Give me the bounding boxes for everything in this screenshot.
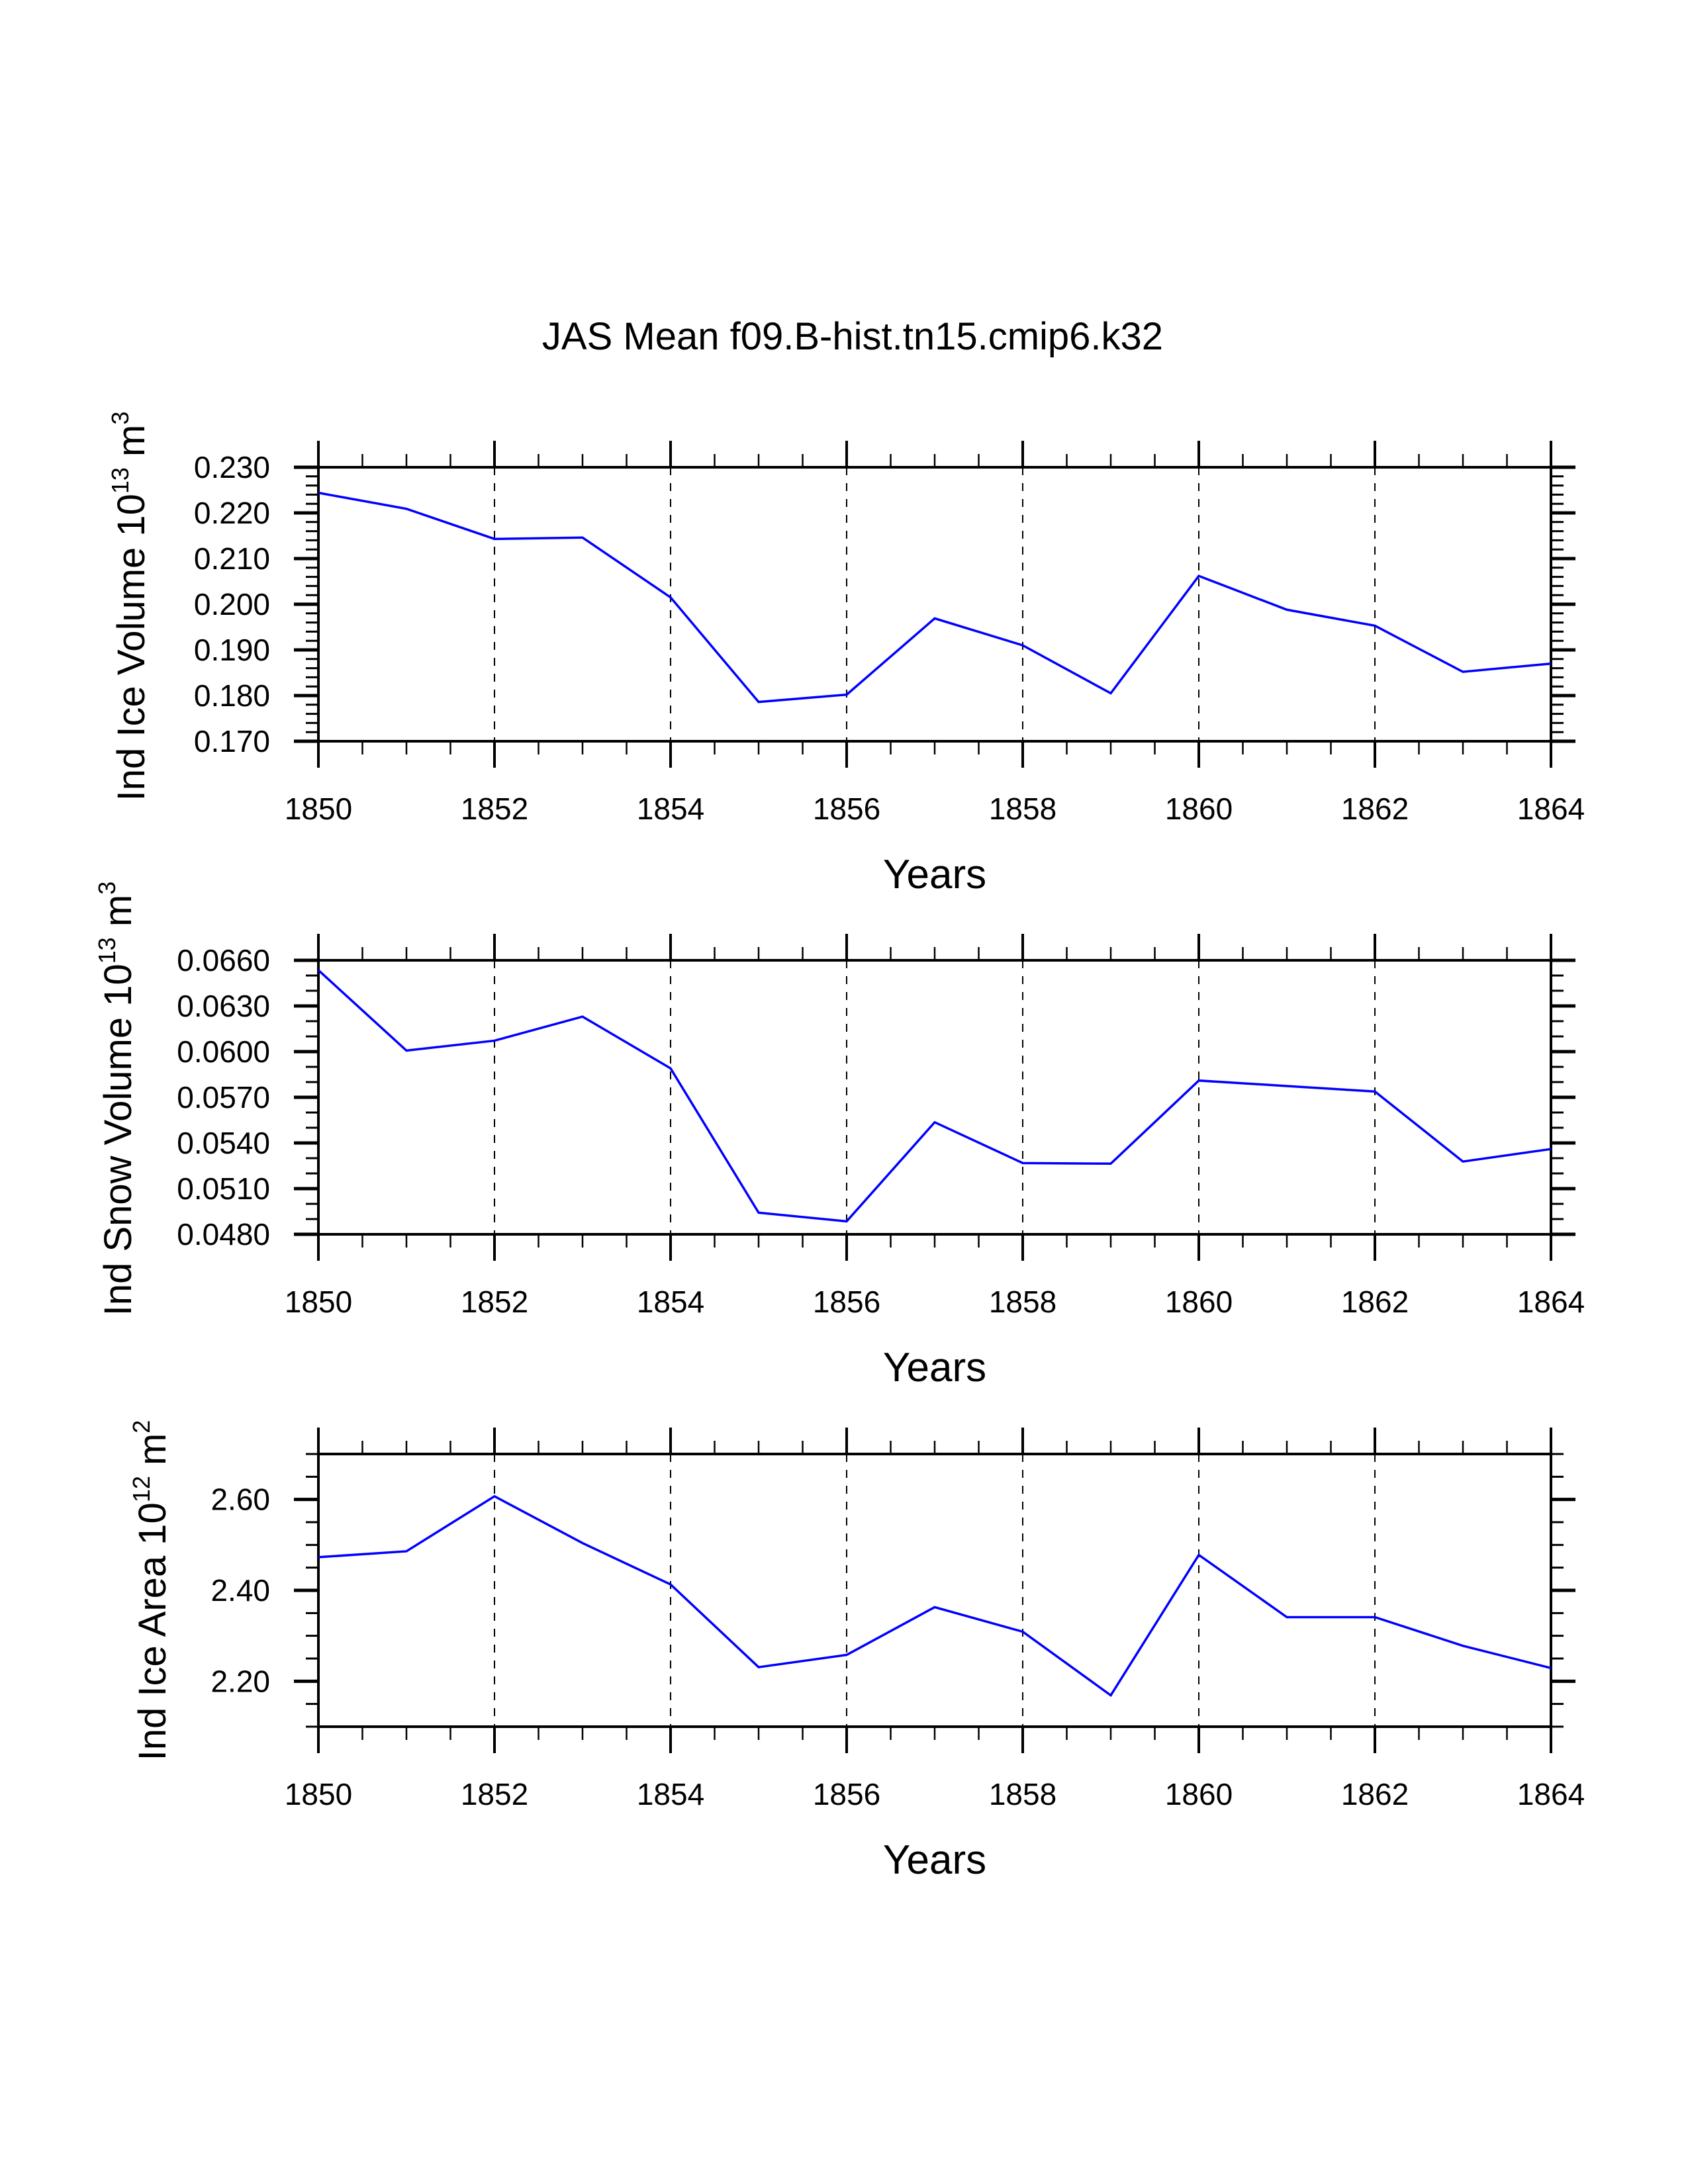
x-axis-label: Years: [883, 1345, 986, 1390]
y-tick-label: 0.0510: [177, 1171, 270, 1206]
x-axis-label: Years: [883, 1837, 986, 1883]
data-series-line: [317, 969, 1552, 1223]
y-tick-label: 0.0480: [177, 1217, 270, 1251]
panel-2: 1850 1852 1854 1856 1858 1860 1862 1864 0.0480 0.…: [93, 882, 1585, 1390]
x-tick-label: 1856: [813, 1777, 880, 1811]
x-tick-label: 1860: [1165, 1777, 1233, 1811]
x-tick-label: 1862: [1341, 792, 1409, 826]
y-axis-label: Ind Ice Volume 1013 m3: [107, 412, 153, 801]
y-axis-label: Ind Snow Volume 1013 m3: [93, 882, 140, 1316]
x-tick-label: 1856: [813, 1285, 880, 1319]
x-tick-label: 1864: [1517, 792, 1585, 826]
y-tick-label: 2.20: [211, 1664, 270, 1698]
y-label-superscript: 13: [107, 467, 134, 494]
plot-frame: [317, 1453, 1552, 1728]
data-series-line: [318, 491, 1552, 704]
x-tick-label: 1860: [1165, 1285, 1233, 1319]
y-label-text: Ind Ice Volume 10: [110, 494, 153, 801]
y-label-superscript: 3: [93, 882, 120, 895]
y-tick-label: 2.60: [211, 1482, 270, 1517]
x-tick-label: 1858: [989, 792, 1056, 826]
y-tick-label: 0.190: [194, 633, 270, 667]
y-tick-label: 0.0660: [177, 943, 270, 978]
panel-1: 1850 1852 1854 1856 1858 1860 1862 1864 0.170 0.1…: [107, 412, 1585, 897]
chart-title: JAS Mean f09.B-hist.tn15.cmip6.k32: [542, 315, 1163, 358]
x-tick-label: 1850: [285, 1777, 352, 1811]
x-tick-label: 1852: [461, 1285, 528, 1319]
y-label-superscript: 3: [107, 412, 134, 425]
x-tick-label: 1862: [1341, 1777, 1409, 1811]
x-tick-label: 1850: [285, 1285, 352, 1319]
x-tick-label: 1852: [461, 792, 528, 826]
y-label-text: m: [131, 1433, 174, 1476]
y-tick-label: 0.180: [194, 678, 270, 713]
y-tick-label: 0.0630: [177, 989, 270, 1023]
x-tick-label: 1854: [637, 1777, 704, 1811]
x-tick-label: 1858: [989, 1285, 1056, 1319]
y-tick-label: 0.210: [194, 541, 270, 576]
x-tick-label: 1854: [637, 1285, 704, 1319]
y-label-superscript: 12: [128, 1476, 155, 1502]
x-tick-label: 1860: [1165, 792, 1233, 826]
x-tick-label: 1858: [989, 1777, 1056, 1811]
plot-frame: [317, 466, 1552, 743]
x-tick-label: 1862: [1341, 1285, 1409, 1319]
x-tick-label: 1850: [285, 792, 352, 826]
y-tick-label: 2.40: [211, 1573, 270, 1608]
y-tick-label: 0.200: [194, 587, 270, 621]
y-tick-label: 0.0600: [177, 1034, 270, 1069]
y-tick-label: 0.170: [194, 724, 270, 758]
x-tick-label: 1856: [813, 792, 880, 826]
x-tick-label: 1864: [1517, 1285, 1585, 1319]
x-tick-label: 1854: [637, 792, 704, 826]
x-tick-label: 1864: [1517, 1777, 1585, 1811]
x-axis-label: Years: [883, 852, 986, 897]
data-series-line: [318, 1494, 1552, 1698]
y-tick-label: 0.0570: [177, 1080, 270, 1115]
y-label-text: m: [110, 425, 153, 467]
plot-frame: [317, 959, 1552, 1236]
y-tick-label: 0.220: [194, 496, 270, 530]
y-label-superscript: 2: [128, 1420, 155, 1433]
y-tick-label: 0.230: [194, 450, 270, 484]
y-label-superscript: 13: [93, 937, 120, 964]
y-label-text: m: [97, 895, 140, 937]
x-tick-label: 1852: [461, 1777, 528, 1811]
panel-3: 1850 1852 1854 1856 1858 1860 1862 1864 2.20 2.40…: [128, 1420, 1585, 1883]
y-axis-label: Ind Ice Area 1012 m2: [128, 1420, 174, 1761]
y-tick-label: 0.0540: [177, 1126, 270, 1160]
y-label-text: Ind Ice Area 10: [131, 1502, 174, 1760]
y-label-text: Ind Snow Volume 10: [97, 964, 140, 1316]
